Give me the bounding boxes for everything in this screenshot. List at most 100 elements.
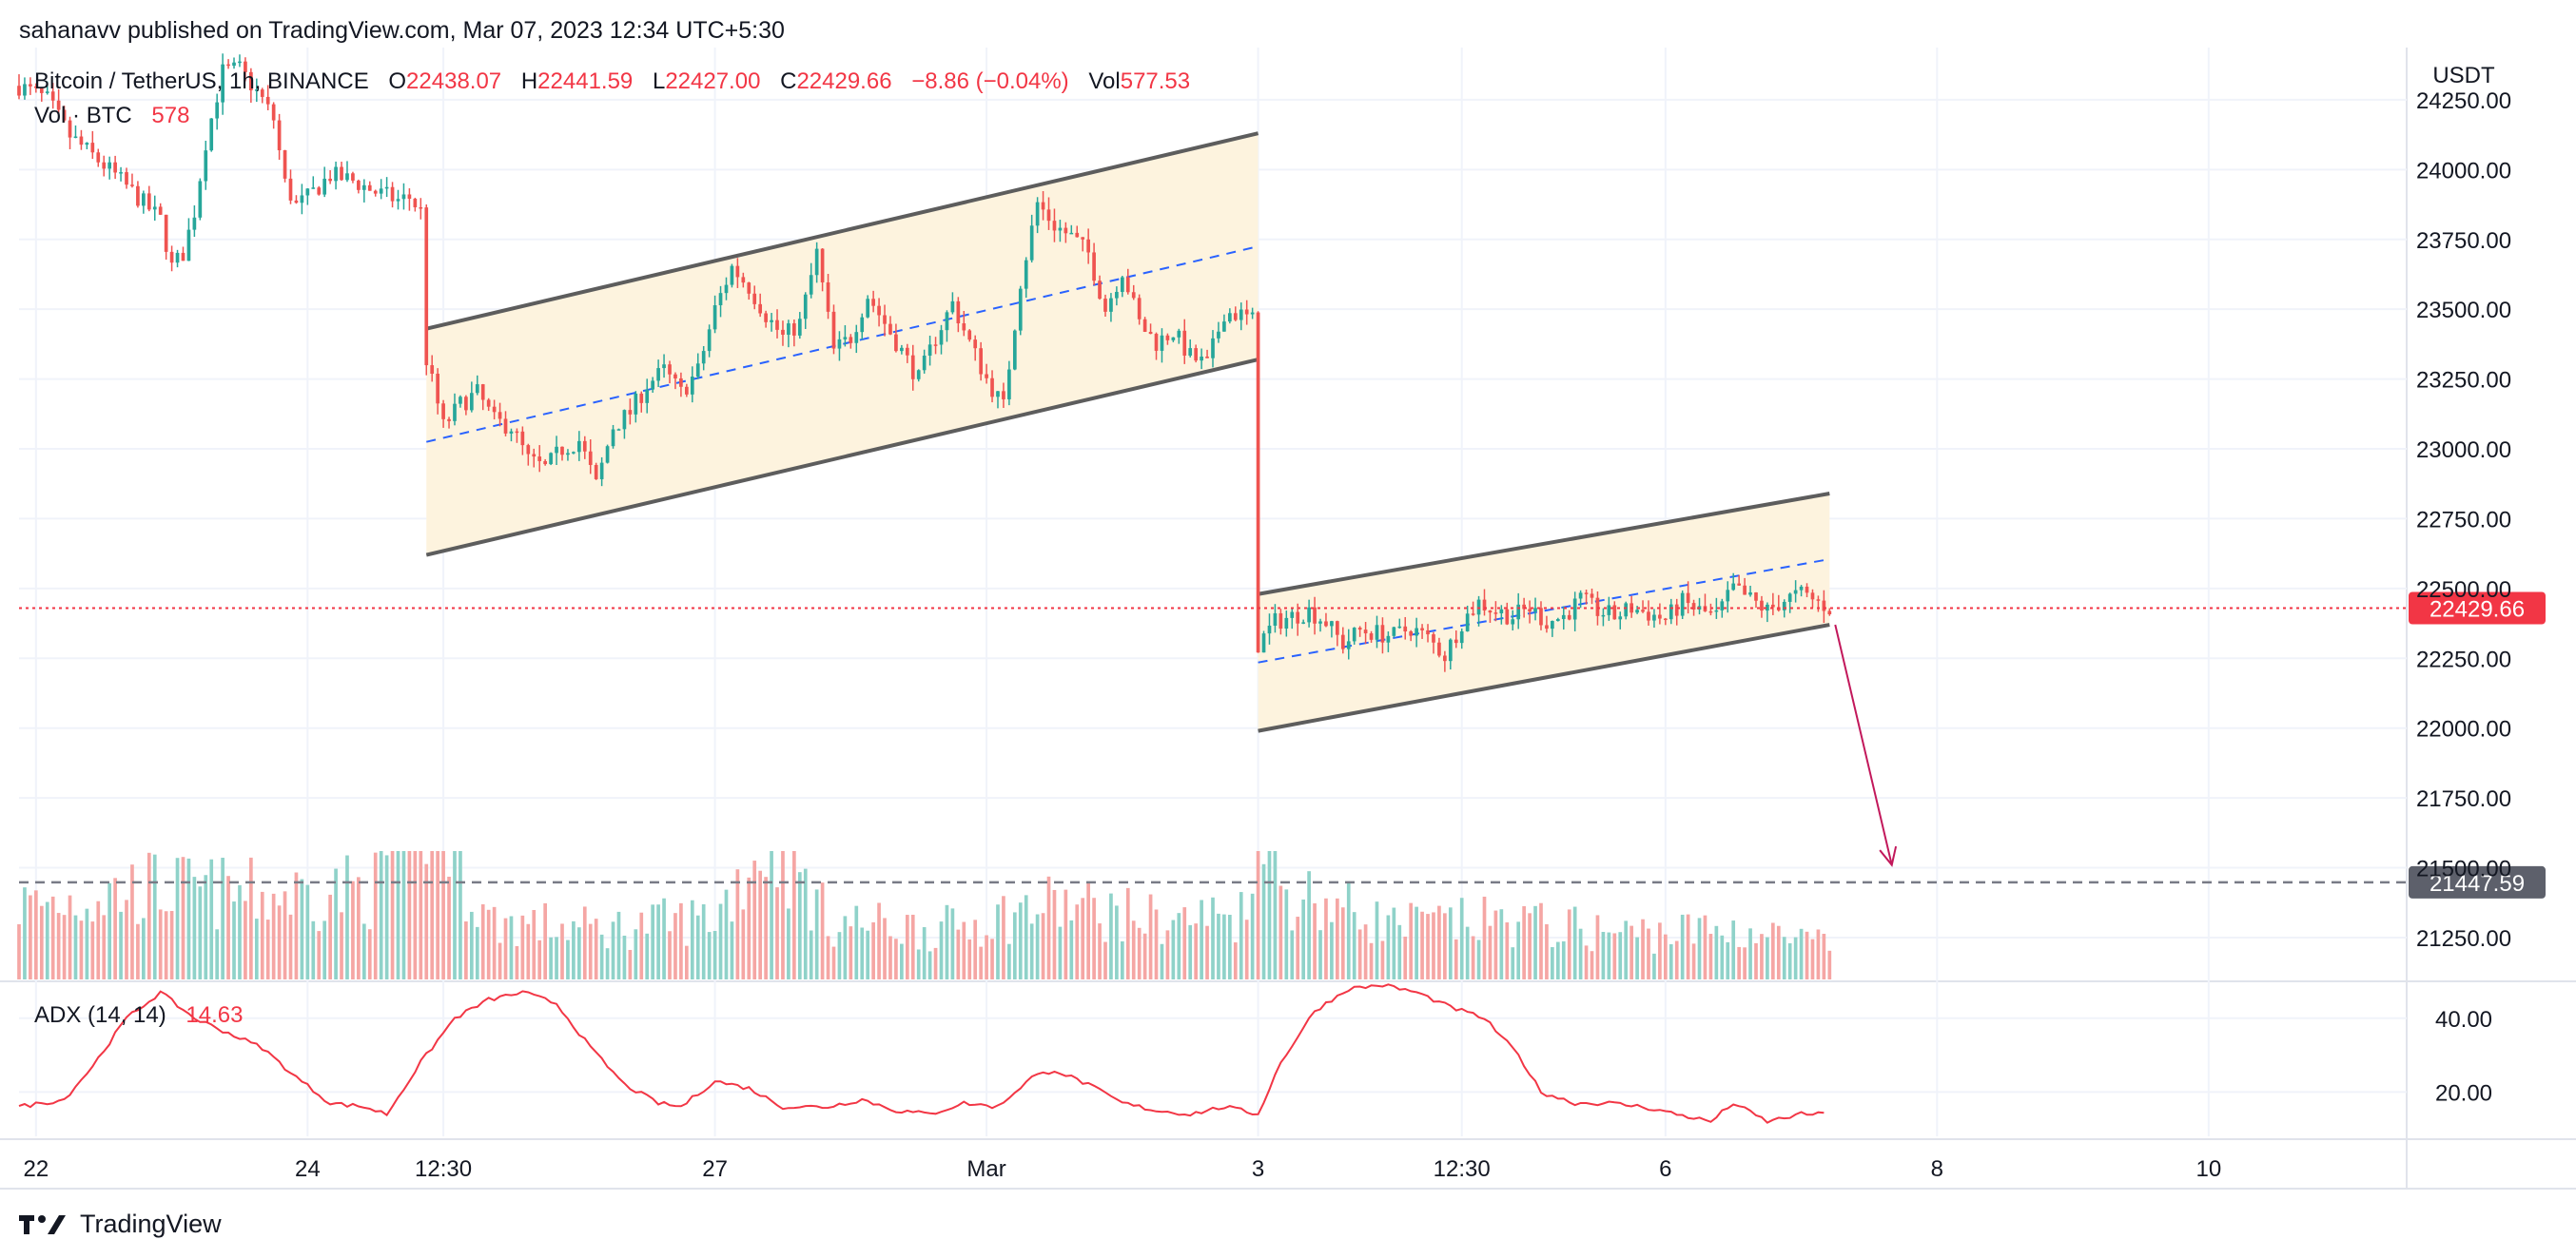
price-tick-label: 22750.00 xyxy=(2416,507,2511,533)
candle-body xyxy=(735,265,740,278)
candle-body xyxy=(164,214,168,252)
candle-body xyxy=(390,186,395,202)
channel-upper-line xyxy=(425,131,1259,331)
candle-body xyxy=(679,378,683,387)
volume-bar xyxy=(537,939,542,979)
volume-bar xyxy=(707,932,712,979)
candle-body xyxy=(254,89,259,91)
candle-body xyxy=(622,410,627,430)
candle-body xyxy=(1528,609,1532,612)
volume-bar xyxy=(39,905,44,979)
volume-bar xyxy=(345,855,349,979)
volume-bar xyxy=(572,920,576,979)
volume-bar xyxy=(1669,944,1673,979)
candle-body xyxy=(566,453,570,455)
volume-bar xyxy=(1142,933,1147,979)
volume-bar xyxy=(831,946,836,979)
volume-bar xyxy=(260,891,264,979)
candle-body xyxy=(792,323,796,336)
volume-bar xyxy=(1459,898,1464,979)
volume-bar xyxy=(814,889,819,979)
volume-bar xyxy=(119,911,123,979)
candle-body xyxy=(480,384,485,400)
volume-bar xyxy=(526,923,531,979)
volume-bar xyxy=(910,914,915,979)
candle-body xyxy=(888,323,892,335)
volume-bar xyxy=(1194,923,1199,979)
candle-body xyxy=(79,136,84,145)
candle-body xyxy=(1380,625,1385,643)
volume-bar xyxy=(555,937,558,979)
candle-body xyxy=(125,172,128,185)
volume-bar xyxy=(560,923,564,979)
volume-bar xyxy=(486,909,491,979)
candle-body xyxy=(616,429,621,431)
volume-bar xyxy=(1330,921,1334,979)
candle-body xyxy=(555,446,558,454)
volume-bar xyxy=(747,877,751,979)
candle-body xyxy=(1663,618,1668,621)
candle-body xyxy=(232,62,236,67)
volume-bar xyxy=(651,904,655,979)
volume-bar xyxy=(396,851,400,979)
candle-body xyxy=(605,446,610,463)
candle-body xyxy=(979,348,983,375)
volume-bar xyxy=(797,872,802,979)
volume-bar xyxy=(1816,929,1821,979)
candle-body xyxy=(158,206,163,215)
candle-body xyxy=(1787,593,1792,602)
candle-body xyxy=(656,368,660,381)
volume-bar xyxy=(509,916,514,979)
volume-bar xyxy=(238,884,242,979)
candle-body xyxy=(1148,331,1153,335)
candle-body xyxy=(1476,599,1481,615)
volume-bar xyxy=(1505,922,1510,979)
candle-body xyxy=(939,330,944,345)
volume-bar xyxy=(1545,923,1549,979)
candle-body xyxy=(1748,592,1752,595)
volume-bar xyxy=(390,851,395,979)
volume-bar xyxy=(967,939,972,979)
volume-bar xyxy=(300,879,304,979)
volume-bar xyxy=(1002,896,1005,979)
candle-body xyxy=(1256,312,1260,653)
chart-axes: 24250.00 24000.00 23750.00 23500.00 23250.00… xyxy=(23,63,2511,1182)
volume-bar xyxy=(1217,913,1220,979)
candle-body xyxy=(1799,586,1804,591)
volume-bar xyxy=(900,943,904,979)
volume-bars xyxy=(17,851,1832,979)
volume-bar xyxy=(146,852,151,979)
candle-body xyxy=(1250,312,1255,315)
candle-body xyxy=(1103,299,1107,312)
candle-body xyxy=(877,305,881,316)
candle-body xyxy=(814,248,819,276)
tradingview-logo[interactable]: TradingView xyxy=(19,1210,222,1239)
volume-bar xyxy=(447,876,451,979)
candle-body xyxy=(1244,309,1249,315)
candle-body xyxy=(62,109,67,121)
candle-body xyxy=(1607,605,1611,615)
candle-body xyxy=(803,294,808,320)
volume-bar xyxy=(1250,893,1255,979)
volume-bar xyxy=(860,927,865,979)
candle-body xyxy=(209,118,214,151)
time-tick-label: 27 xyxy=(702,1156,728,1182)
candle-body xyxy=(113,162,117,173)
volume-bar xyxy=(1160,943,1164,979)
volume-bar xyxy=(826,936,830,979)
volume-bar xyxy=(792,851,796,979)
candle-body xyxy=(1177,330,1181,338)
candle-body xyxy=(401,194,406,200)
volume-bar xyxy=(1432,912,1435,979)
candle-body xyxy=(1437,642,1441,656)
candle-body xyxy=(1782,601,1786,610)
volume-bar xyxy=(334,868,338,979)
candle-body xyxy=(866,299,870,318)
candle-body xyxy=(1816,599,1821,601)
volume-bar xyxy=(1522,905,1526,979)
candle-body xyxy=(50,91,55,101)
volume-bar xyxy=(1346,881,1351,979)
candle-body xyxy=(1007,369,1011,399)
volume-bar xyxy=(271,893,276,979)
candle-body xyxy=(142,193,146,206)
